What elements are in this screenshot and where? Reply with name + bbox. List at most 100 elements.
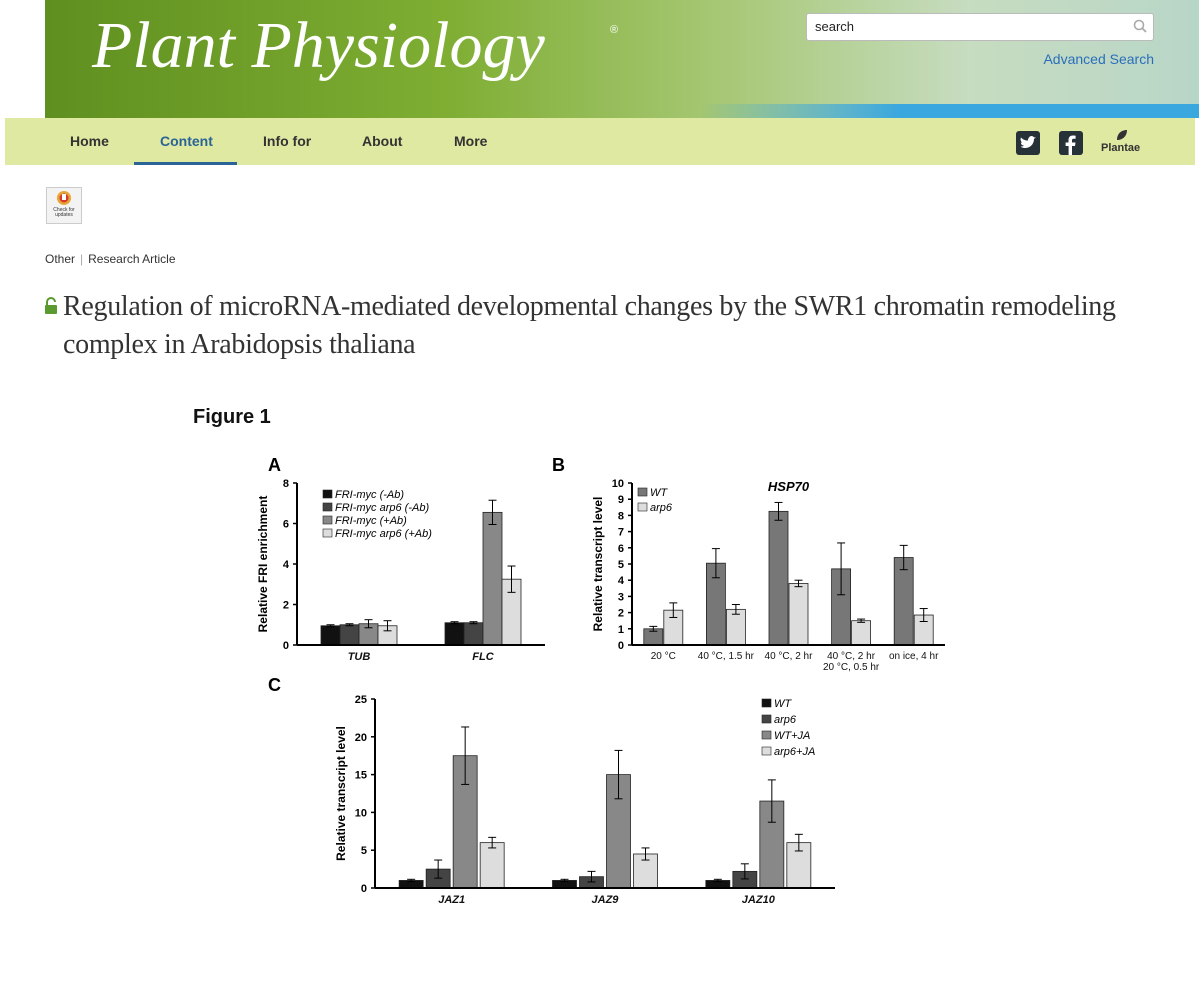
article-category[interactable]: Other <box>45 252 76 266</box>
twitter-icon[interactable] <box>1016 131 1040 155</box>
chart-title: HSP70 <box>768 479 810 494</box>
y-tick-label: 6 <box>283 519 289 531</box>
nav-item[interactable]: Info for <box>263 133 312 149</box>
x-tick-label: 20 °C <box>650 651 676 662</box>
legend-label: FRI-myc arp6 (-Ab) <box>335 502 429 514</box>
x-label-box: FLC <box>472 651 493 663</box>
error-bar <box>711 548 720 579</box>
error-bar <box>774 501 783 521</box>
legend-label: WT+JA <box>774 730 810 742</box>
figure-title: Figure 1 <box>193 406 271 428</box>
legend-label: arp6+JA <box>774 746 815 758</box>
x-label-box: JAZ1 <box>438 894 465 906</box>
bar <box>320 625 341 646</box>
legend-swatch <box>322 515 333 525</box>
y-tick-label: 10 <box>355 807 367 819</box>
x-tick-label: on ice, 4 hr <box>888 651 939 662</box>
y-axis-label: Relative transcript level <box>591 497 605 632</box>
x-tick-label: 40 °C, 1.5 hr <box>697 651 755 662</box>
y-tick-label: 3 <box>618 591 624 603</box>
y-tick-label: 4 <box>283 559 290 571</box>
nav-bar <box>5 118 1195 165</box>
y-tick-label: 1 <box>618 624 624 636</box>
x-tick-label: 40 °C, 2 hr 20 °C, 0.5 hr <box>822 651 880 673</box>
figure: A Relative FRI enrichment 0 2 4 6 8 TUB FLC FRI-m… <box>256 455 945 906</box>
bar <box>444 622 465 646</box>
search-input[interactable]: search <box>806 13 1154 41</box>
open-access-lock <box>45 297 57 314</box>
panel-label: A <box>268 455 281 475</box>
bar <box>463 622 484 646</box>
nav-item[interactable]: Content <box>160 133 213 149</box>
article-type[interactable]: Research Article <box>88 252 176 266</box>
legend-swatch <box>761 698 772 708</box>
article-title: Regulation of microRNA-mediated developm… <box>63 291 1116 360</box>
y-tick-label: 7 <box>618 527 624 539</box>
error-bar <box>837 542 846 596</box>
bar <box>606 774 631 889</box>
legend-swatch <box>322 489 333 499</box>
error-bar <box>434 859 443 879</box>
bar <box>851 620 871 646</box>
error-bar <box>794 579 803 588</box>
nav-item[interactable]: About <box>362 133 403 149</box>
plantae-link[interactable]: Plantae <box>1101 142 1141 154</box>
error-bar <box>461 726 470 785</box>
legend-swatch <box>761 746 772 756</box>
x-label-box: TUB <box>347 651 371 663</box>
y-tick-label: 8 <box>283 478 289 490</box>
y-tick-label: 9 <box>618 494 624 506</box>
error-bar <box>731 604 740 615</box>
error-bar <box>560 878 569 883</box>
advanced-search-link[interactable]: Advanced Search <box>1043 51 1154 67</box>
legend-label: WT <box>650 487 668 499</box>
legend-label: FRI-myc arp6 (+Ab) <box>335 528 432 540</box>
error-bar <box>326 624 335 628</box>
nav-underline <box>134 162 237 165</box>
legend-swatch <box>322 528 333 538</box>
legend-swatch <box>637 487 648 497</box>
x-label-box: 40 °C, 2 hr <box>765 651 813 662</box>
bar <box>479 842 505 889</box>
x-label-box: JAZ10 <box>741 894 775 906</box>
error-bar <box>794 833 803 852</box>
legend-swatch <box>761 714 772 724</box>
nav-item[interactable]: More <box>454 133 488 149</box>
error-bar <box>469 621 478 625</box>
error-bar <box>669 602 678 618</box>
y-tick-label: 5 <box>618 559 624 571</box>
error-bar <box>364 619 373 629</box>
error-bar <box>587 870 596 883</box>
x-tick-label: JAZ9 <box>591 894 619 906</box>
error-bar <box>383 620 392 632</box>
y-axis-label: Relative transcript level <box>334 726 348 861</box>
error-bar <box>488 499 497 526</box>
error-bar <box>649 625 658 632</box>
facebook-icon[interactable] <box>1059 131 1083 155</box>
error-bar <box>450 621 459 625</box>
error-bar <box>857 618 866 623</box>
y-tick-label: 10 <box>612 478 624 490</box>
legend-label: arp6 <box>650 502 673 514</box>
error-bar <box>919 608 928 623</box>
bar <box>768 510 789 646</box>
nav-item[interactable]: Home <box>70 133 109 149</box>
x-tick-label: TUB <box>347 651 371 663</box>
y-tick-label: 20 <box>355 732 367 744</box>
legend-label: arp6 <box>774 714 797 726</box>
error-bar <box>740 863 749 880</box>
journal-logo[interactable]: Plant Physiology <box>92 9 545 82</box>
banner-strip <box>700 104 1199 118</box>
breadcrumb: Other | Research Article <box>45 252 176 266</box>
trademark: ® <box>610 24 619 36</box>
bar <box>893 557 914 646</box>
legend-label: FRI-myc (+Ab) <box>335 515 407 527</box>
x-label-box: 20 °C <box>650 651 676 662</box>
x-label-box: JAZ9 <box>591 894 619 906</box>
bar <box>482 511 503 646</box>
x-label-box: on ice, 4 hr <box>888 651 939 662</box>
panel-label: C <box>268 675 281 695</box>
search-icon[interactable] <box>1133 19 1147 33</box>
x-tick-label: JAZ10 <box>741 894 775 906</box>
